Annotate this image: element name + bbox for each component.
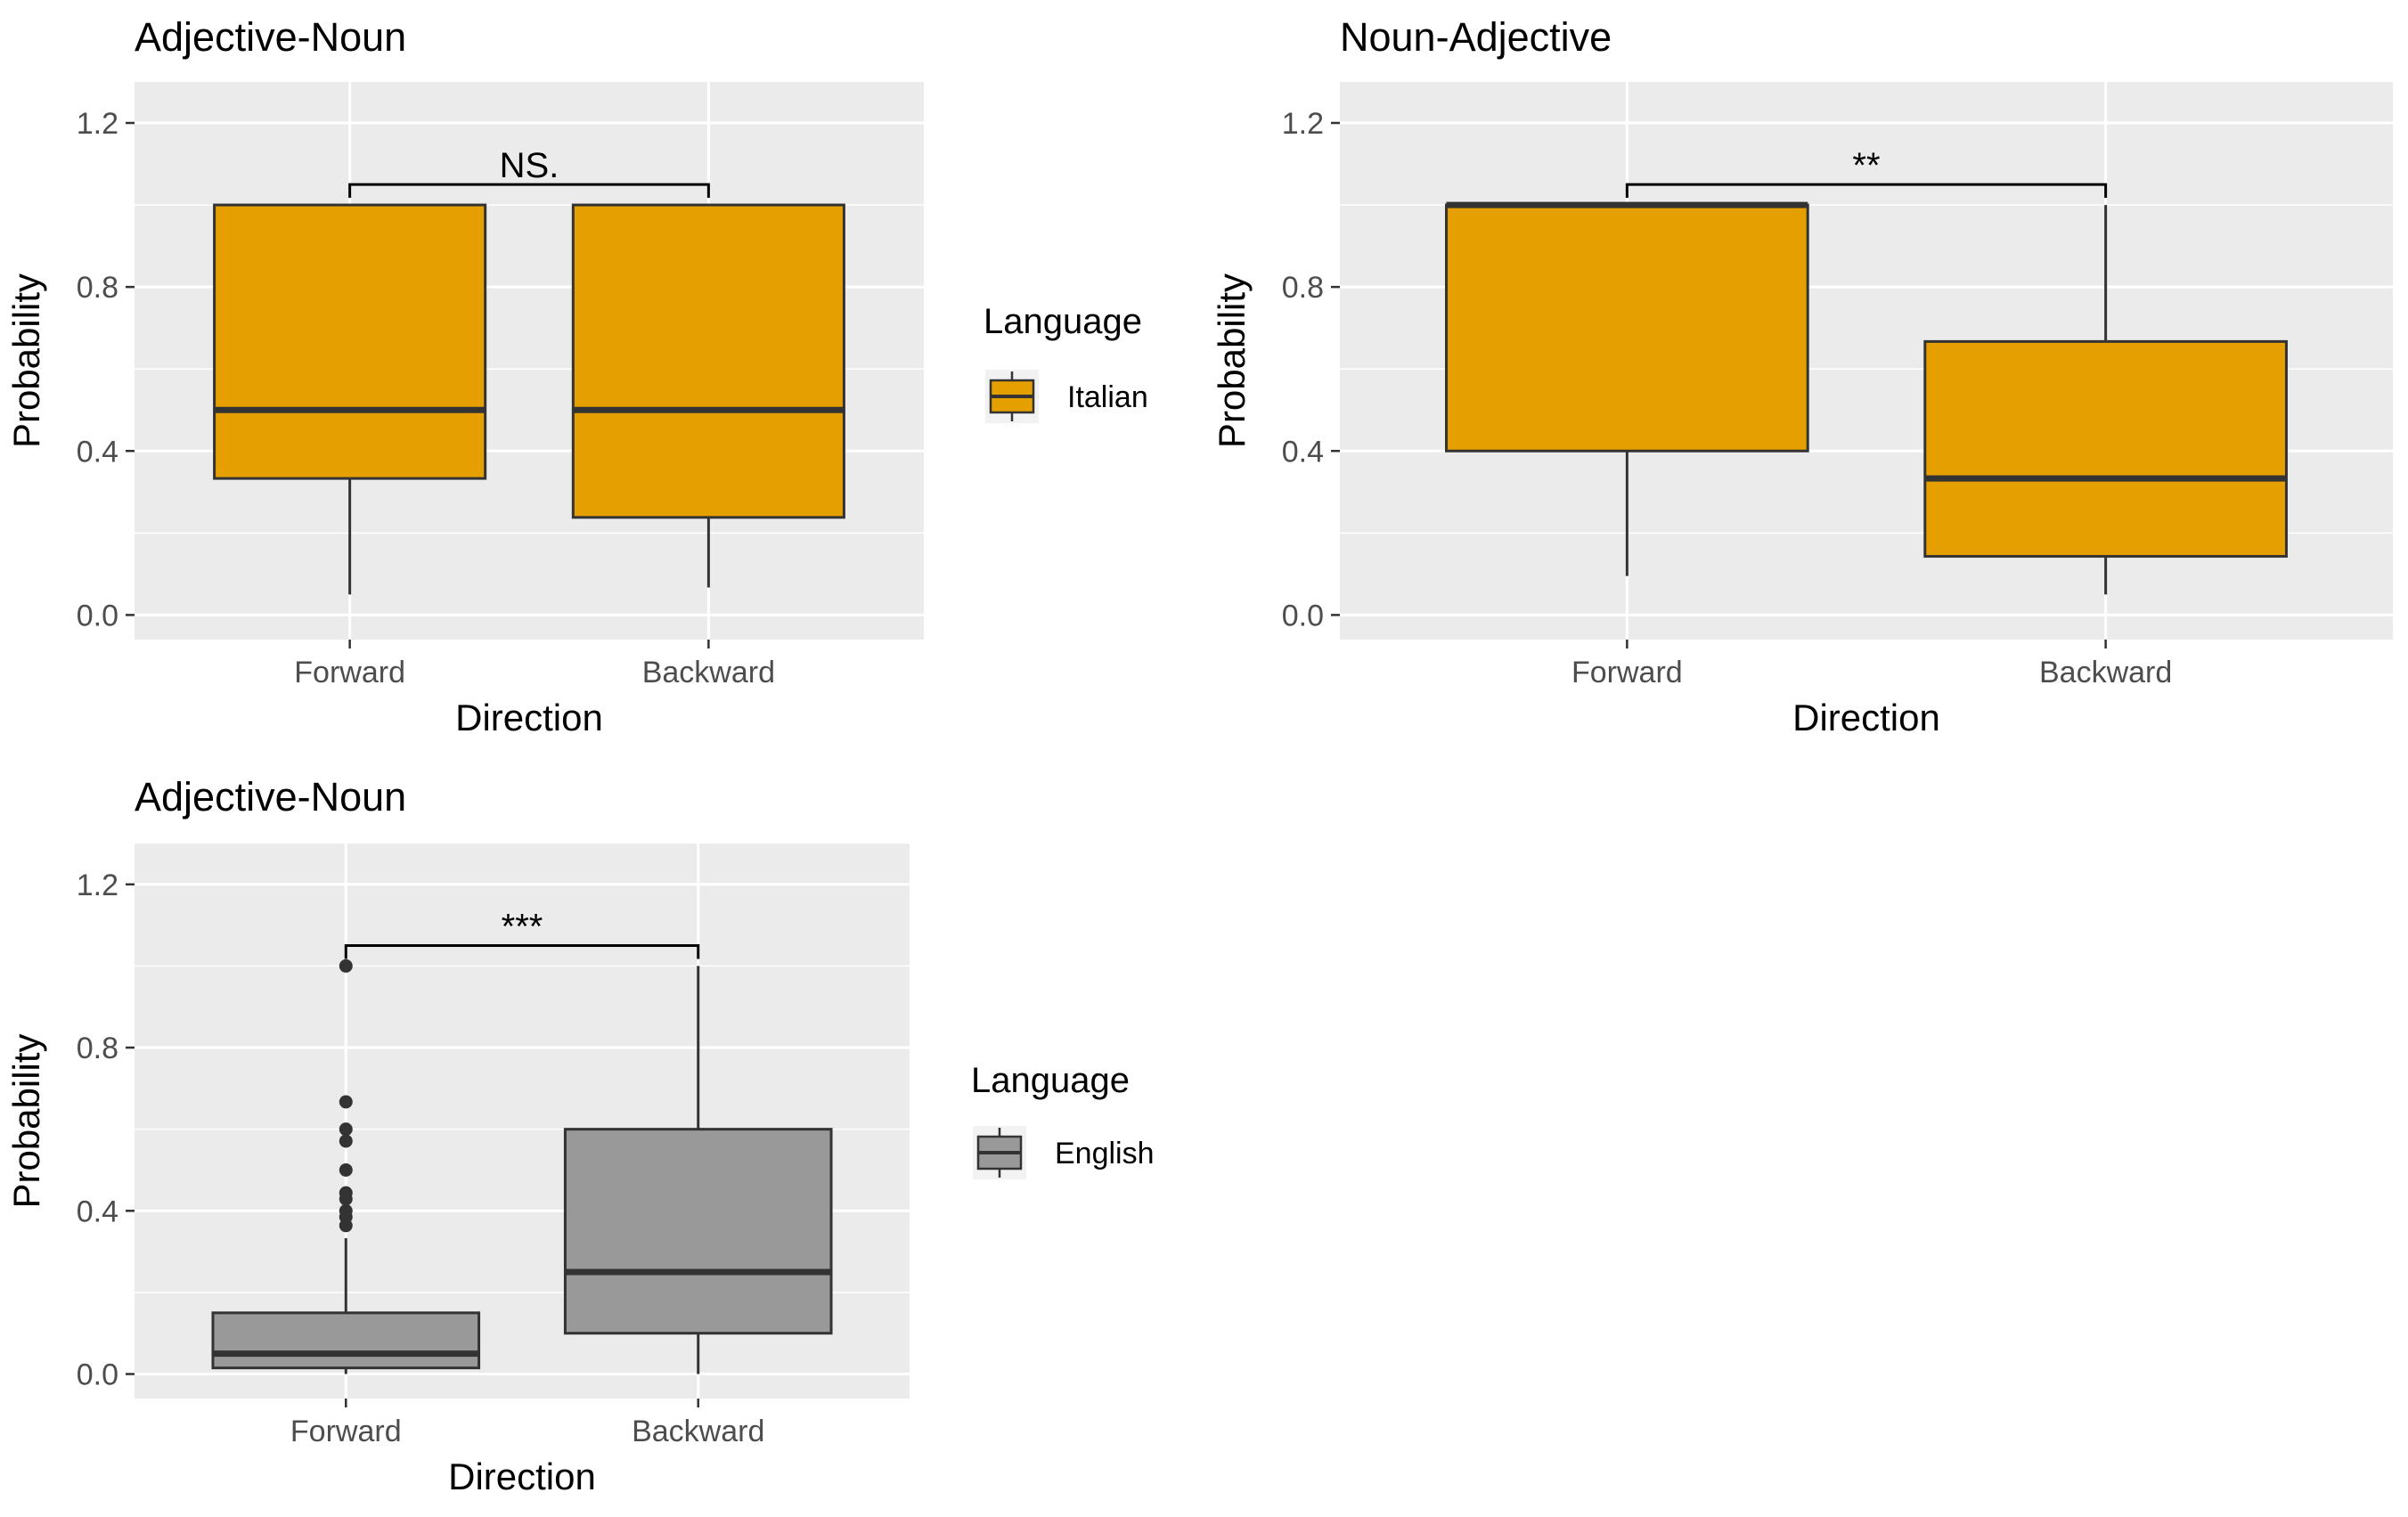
- y-tick-label: 0.0: [77, 599, 118, 632]
- outlier-point: [339, 1186, 353, 1200]
- box-body: [213, 203, 487, 480]
- y-tick-label: 0.0: [1282, 599, 1324, 632]
- x-tick-label: Backward: [632, 1415, 764, 1448]
- y-tick-label: 0.8: [1282, 271, 1324, 305]
- y-tick-label: 0.4: [1282, 435, 1324, 469]
- y-tick-label: 1.2: [77, 869, 118, 902]
- legend-title: Language: [984, 302, 1142, 341]
- outlier-point: [339, 1162, 353, 1177]
- legend: Language English: [971, 1061, 1155, 1179]
- y-axis-title: Probability: [5, 1033, 47, 1208]
- panel-title: Adjective-Noun: [135, 774, 406, 820]
- x-tick-label: Forward: [294, 656, 405, 689]
- y-tick-label: 0.4: [77, 435, 118, 469]
- box-body: [563, 1128, 833, 1335]
- x-tick-label: Forward: [1571, 656, 1683, 689]
- box-backward: [563, 966, 833, 1374]
- significance-label: **: [1852, 146, 1880, 185]
- box-body: [571, 203, 845, 519]
- box-body: [1445, 203, 1809, 453]
- x-axis-title: Direction: [455, 697, 603, 738]
- y-axis-title: Probability: [1211, 273, 1253, 448]
- box-body: [211, 1311, 481, 1370]
- box-forward: [213, 203, 487, 595]
- outlier-point: [339, 1095, 353, 1109]
- legend-title: Language: [971, 1061, 1130, 1100]
- outlier-point: [339, 958, 353, 973]
- y-tick-label: 1.2: [77, 107, 118, 141]
- panel-title: Adjective-Noun: [135, 14, 406, 60]
- chart-panel-2: Noun-Adjective 0.0 0.4 0.8 1.2 Forward Backwar…: [1211, 14, 2393, 738]
- y-tick-label: 0.4: [77, 1195, 118, 1228]
- legend: Language Italian: [984, 302, 1148, 423]
- legend-label: English: [1055, 1137, 1155, 1170]
- significance-bracket: [344, 944, 700, 959]
- box-forward: [1445, 201, 1809, 576]
- x-tick-label: Backward: [2039, 656, 2172, 689]
- significance-label: NS.: [500, 146, 559, 185]
- box-forward: [211, 958, 481, 1374]
- y-axis-title: Probability: [5, 273, 47, 448]
- significance-bracket: [1625, 183, 2108, 199]
- x-axis-title: Direction: [1792, 697, 1940, 738]
- x-axis-title: Direction: [448, 1456, 596, 1497]
- panel-title: Noun-Adjective: [1340, 14, 1612, 60]
- y-tick-label: 0.8: [77, 271, 118, 305]
- box-backward: [1923, 205, 2288, 595]
- box-backward: [571, 203, 845, 588]
- y-tick-label: 0.8: [77, 1032, 118, 1065]
- significance-label: ***: [502, 908, 543, 947]
- x-tick-label: Backward: [642, 656, 775, 689]
- outlier-point: [339, 1122, 353, 1137]
- chart-panel-1: Adjective-Noun 0.0 0.4 0.8 1.2 Forward Backwar…: [5, 14, 1148, 738]
- chart-panel-3: Adjective-Noun 0.0 0.4 0.8 1.2 Forward Backwar…: [5, 774, 1155, 1497]
- significance-bracket: [348, 183, 710, 199]
- y-tick-label: 0.0: [77, 1358, 118, 1392]
- x-tick-label: Forward: [290, 1415, 402, 1448]
- y-tick-label: 1.2: [1282, 107, 1324, 141]
- box-body: [1923, 339, 2288, 559]
- outlier-point: [339, 1203, 353, 1218]
- legend-label: Italian: [1067, 380, 1148, 414]
- outlier-point: [339, 1134, 353, 1148]
